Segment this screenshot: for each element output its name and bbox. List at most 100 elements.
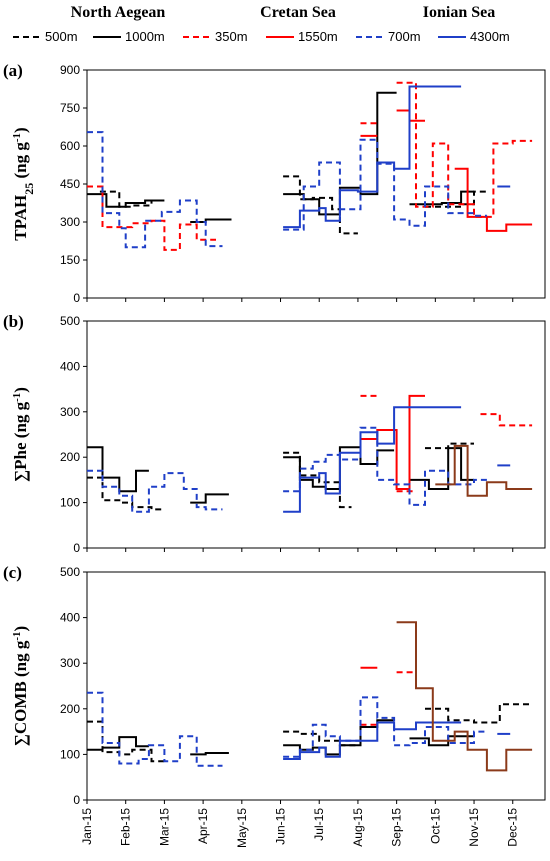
y-label-sup: -1 (11, 393, 23, 402)
x-tick-label: Jan-15 (80, 808, 94, 845)
series-4300m-line-1 (283, 85, 462, 229)
panel-letter: (a) (3, 61, 23, 80)
x-tick-label: Nov-15 (467, 808, 481, 847)
series-1550m-line-1 (360, 394, 425, 490)
series-700m-line-1 (87, 691, 223, 767)
y-tick-label: 200 (60, 702, 80, 716)
legend-label: 4300m (470, 29, 510, 44)
x-tick-label: Sep-15 (390, 808, 404, 847)
y-label-sup: -1 (11, 133, 23, 142)
y-tick-label: 600 (60, 139, 80, 153)
y-label-unit: (ng g (11, 401, 30, 442)
x-tick-label: Aug-15 (351, 808, 365, 847)
x-tick-label: May-15 (235, 808, 249, 848)
series-4300m-line-1 (283, 406, 462, 513)
series-1000m-line-4 (409, 447, 474, 490)
y-tick-label: 750 (60, 101, 80, 115)
y-label-main: TPAH (11, 195, 30, 241)
series-500m-line-2 (283, 175, 358, 235)
x-tick-label: Apr-15 (196, 808, 210, 844)
y-label-unit: (ng g (11, 640, 30, 681)
y-tick-label: 300 (60, 405, 80, 419)
x-tick-label: Jul-15 (312, 808, 326, 841)
y-tick-label: 0 (73, 541, 80, 555)
series-1000m-line-4 (409, 735, 474, 747)
y-axis-label: ∑COMB (ng g-1) (11, 626, 30, 746)
region-label-ionian-sea: Ionian Sea (423, 4, 495, 21)
panel-1: 0 150 300 450 600 750 900 (a) TPAH25 (ng g-1) (3, 61, 546, 305)
y-label-close: ) (11, 387, 30, 393)
region-labels: North Aegean Cretan Sea Ionian Sea (71, 4, 496, 21)
panel-letter: (b) (3, 312, 24, 331)
legend: 500m 1000m 350m 1550m 700m 4300m (13, 29, 510, 44)
y-label-close: ) (11, 626, 30, 632)
x-tick-label: Mar-15 (157, 808, 171, 846)
series-extra-6-line-1 (396, 621, 533, 772)
series-1550m-line-2 (396, 109, 425, 122)
series-350m-line-3 (480, 413, 533, 427)
y-label-sub: 25 (22, 183, 36, 195)
series-1000m-line-1 (87, 193, 162, 208)
y-tick-label: 300 (60, 215, 80, 229)
y-label-main: ∑Phe (11, 442, 30, 482)
y-label-sup: -1 (11, 631, 23, 640)
legend-item-500m: 500m (13, 29, 78, 44)
series-4300m-line-1 (283, 721, 462, 760)
y-label-close: ) (11, 127, 30, 133)
y-tick-label: 100 (60, 747, 80, 761)
plot-frame (86, 571, 546, 801)
panel-2: 0 100 200 300 400 500 (b) ∑Phe (ng g-1) (3, 312, 546, 555)
series-700m-line-2 (283, 138, 487, 231)
y-axis-label: TPAH25 (ng g-1) (11, 127, 36, 240)
legend-label: 700m (388, 29, 421, 44)
y-label-unit: (ng g (11, 142, 30, 183)
y-label-main: ∑COMB (11, 681, 30, 746)
y-tick-label: 100 (60, 496, 80, 510)
series-1550m-line-3 (454, 167, 533, 232)
y-tick-label: 200 (60, 450, 80, 464)
panel-3: 0 100 200 300 400 500 (c) ∑COMB (ng g-1) (3, 563, 546, 807)
y-tick-label: 500 (60, 565, 80, 579)
legend-item-350m: 350m (183, 29, 248, 44)
series-1000m-line-1 (87, 446, 149, 493)
y-tick-label: 0 (73, 793, 80, 807)
legend-label: 1550m (298, 29, 338, 44)
legend-item-4300m: 4300m (438, 29, 510, 44)
legend-item-1000m: 1000m (93, 29, 165, 44)
series-group (87, 394, 533, 513)
series-500m-line-1 (99, 190, 165, 208)
plot-frame (86, 320, 546, 549)
legend-item-700m: 700m (356, 29, 421, 44)
series-1000m-line-2 (190, 493, 229, 504)
series-350m-line-1 (87, 185, 216, 251)
y-tick-label: 400 (60, 611, 80, 625)
series-1000m-line-2 (190, 752, 229, 756)
series-500m-line-3 (425, 703, 533, 724)
y-tick-label: 500 (60, 314, 80, 328)
panel-letter: (c) (3, 563, 22, 582)
series-500m-line-2 (283, 730, 358, 747)
x-tick-label: Jun-15 (274, 808, 288, 845)
series-1000m-line-4 (409, 190, 474, 206)
series-1000m-line-3 (283, 446, 395, 490)
y-axis-label: ∑Phe (ng g-1) (11, 387, 30, 482)
plot-frame (86, 69, 546, 299)
x-tick-label: Feb-15 (119, 808, 133, 846)
legend-label: 350m (215, 29, 248, 44)
legend-label: 500m (45, 29, 78, 44)
y-tick-label: 150 (60, 253, 80, 267)
series-700m-line-1 (87, 469, 223, 513)
series-500m-line-1 (87, 476, 165, 511)
y-tick-label: 900 (60, 63, 80, 77)
x-tick-label: Oct-15 (428, 808, 442, 844)
region-label-cretan-sea: Cretan Sea (260, 4, 336, 21)
series-500m-line-3 (425, 442, 474, 450)
legend-item-1550m: 1550m (266, 29, 338, 44)
series-700m-line-2 (283, 426, 487, 506)
y-tick-label: 450 (60, 177, 80, 191)
y-tick-label: 0 (73, 291, 80, 305)
series-700m-line-2 (283, 696, 487, 758)
x-tick-label: Dec-15 (506, 808, 520, 847)
